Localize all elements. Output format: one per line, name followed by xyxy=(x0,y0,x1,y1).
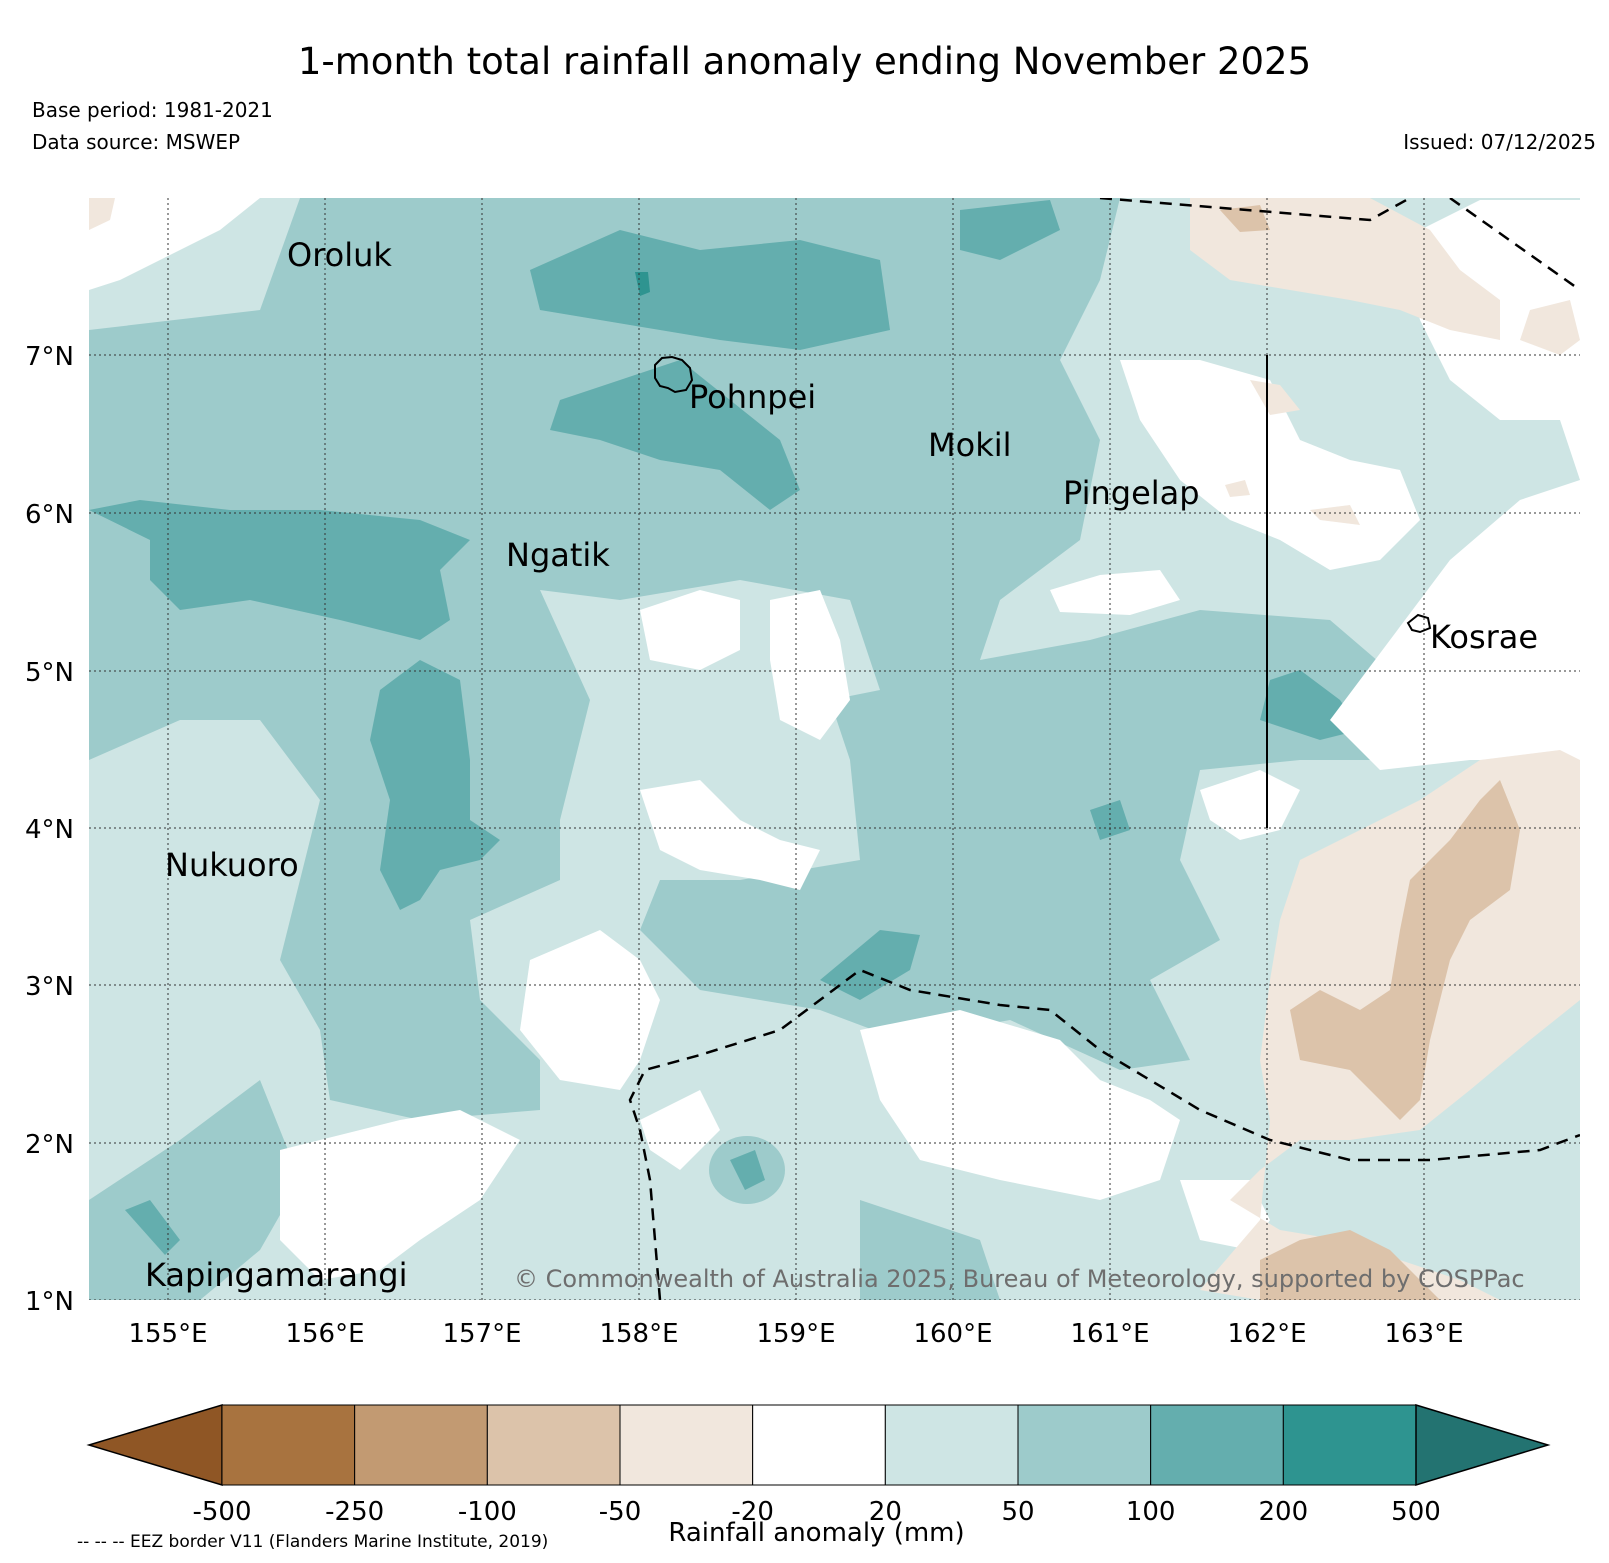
anomaly-region-100-200 xyxy=(960,200,1060,260)
colorbar-tick-label: 50 xyxy=(1001,1497,1034,1527)
lat-label: 7°N xyxy=(25,342,74,372)
lon-label: 162°E xyxy=(1227,1319,1306,1349)
data-source: Data source: MSWEP xyxy=(32,130,241,154)
anomaly-region-near-normal xyxy=(1330,200,1580,770)
anomaly-region-50-100 xyxy=(89,1080,300,1300)
colorbar-cell xyxy=(619,1404,754,1486)
kosrae-island-outline xyxy=(1406,613,1432,634)
lon-label: 161°E xyxy=(1070,1319,1149,1349)
anomaly-region-near-normal xyxy=(640,1090,720,1170)
colorbar-cell xyxy=(884,1404,1019,1486)
anomaly-region-near-normal xyxy=(640,780,820,890)
colorbar-tick-label: -50 xyxy=(599,1497,641,1527)
colorbar-ticks: -500 -250 -100 -50 -20 20 50 100 200 500 xyxy=(192,1497,1440,1527)
place-label-pingelap: Pingelap xyxy=(1063,474,1200,512)
place-label-oroluk: Oroluk xyxy=(287,236,392,274)
lon-label: 160°E xyxy=(913,1319,992,1349)
anomaly-region-50-100 xyxy=(860,1200,1000,1300)
eez-border xyxy=(628,198,1580,1300)
anomaly-region-near-normal xyxy=(640,590,740,670)
anomaly-region-100-200 xyxy=(820,930,920,1000)
colorbar-tick-label: 200 xyxy=(1259,1497,1309,1527)
anomaly-region-minus50-minus100 xyxy=(1260,1230,1440,1300)
lat-label: 5°N xyxy=(25,658,74,688)
colorbar-cell xyxy=(354,1404,488,1486)
anomaly-region-100-200 xyxy=(550,360,800,510)
colorbar-extend-high xyxy=(1415,1403,1551,1487)
lon-label: 157°E xyxy=(442,1319,521,1349)
place-label-kapingamarangi: Kapingamarangi xyxy=(145,1256,407,1294)
place-label-mokil: Mokil xyxy=(928,426,1012,464)
colorbar-tick-label: 100 xyxy=(1126,1497,1176,1527)
map-title: 1-month total rainfall anomaly ending No… xyxy=(297,40,1312,83)
anomaly-region-minus20-minus50 xyxy=(1310,505,1360,525)
lat-label: 1°N xyxy=(25,1287,74,1317)
lon-label: 159°E xyxy=(756,1319,835,1349)
anomaly-region-minus20-minus50 xyxy=(89,198,115,230)
latitude-labels: 7°N 6°N 5°N 4°N 3°N 2°N 1°N xyxy=(25,342,74,1317)
anomaly-region-near-normal xyxy=(280,1110,520,1280)
colorbar-extend-low xyxy=(86,1403,223,1487)
colorbar-cell xyxy=(752,1404,886,1486)
colorbar-tick-label: -250 xyxy=(325,1497,384,1527)
colorbar-cell xyxy=(1017,1404,1152,1486)
anomaly-region-100-200 xyxy=(370,660,500,910)
colorbar-tick-label: 500 xyxy=(1391,1497,1441,1527)
lat-label: 4°N xyxy=(25,815,74,845)
anomaly-region-minus20-minus50 xyxy=(1250,380,1300,415)
colorbar-tick-label: -100 xyxy=(458,1497,517,1527)
place-label-nukuoro: Nukuoro xyxy=(165,846,299,884)
lon-label: 156°E xyxy=(285,1319,364,1349)
lon-label: 158°E xyxy=(599,1319,678,1349)
colorbar-cell xyxy=(486,1404,621,1486)
pohnpei-island-outline xyxy=(654,355,694,394)
colorbar-tick-label: -20 xyxy=(731,1497,773,1527)
anomaly-region-near-normal xyxy=(1050,570,1180,615)
copyright-notice: © Commonwealth of Australia 2025, Bureau… xyxy=(514,1265,1525,1293)
place-labels: Oroluk Pohnpei Mokil Pingelap Ngatik Kos… xyxy=(145,236,1538,1294)
colorbar-tick-label: 20 xyxy=(869,1497,902,1527)
lat-label: 2°N xyxy=(25,1130,74,1160)
place-label-ngatik: Ngatik xyxy=(506,536,610,574)
anomaly-region-near-normal xyxy=(1200,770,1300,840)
lon-label: 155°E xyxy=(128,1319,207,1349)
colorbar-cells xyxy=(86,1403,1551,1487)
place-label-kosrae: Kosrae xyxy=(1430,618,1538,656)
base-period: Base period: 1981-2021 xyxy=(32,98,273,122)
anomaly-region-minus20-minus50 xyxy=(1225,480,1250,497)
anomaly-region-100-200 xyxy=(730,1150,765,1190)
issued-date: Issued: 07/12/2025 xyxy=(1403,130,1596,154)
colorbar-cell xyxy=(1282,1404,1417,1486)
colorbar-cell xyxy=(1150,1404,1284,1486)
anomaly-region-near-normal xyxy=(860,1010,1180,1200)
anomaly-region-minus20-minus50 xyxy=(1520,300,1580,355)
anomaly-region-minus50-minus100 xyxy=(1220,205,1270,232)
anomaly-region-100-200 xyxy=(125,1200,180,1255)
anomaly-region-100-200 xyxy=(89,500,470,640)
lon-label: 163°E xyxy=(1384,1319,1463,1349)
anomaly-region-near-normal xyxy=(89,198,260,290)
anomaly-region-100-200 xyxy=(530,230,890,350)
anomaly-region-near-normal xyxy=(520,930,660,1090)
lat-label: 3°N xyxy=(25,972,74,1002)
anomaly-region-minus50-minus100 xyxy=(1290,780,1520,1120)
lat-label: 6°N xyxy=(25,500,74,530)
anomaly-field xyxy=(89,198,1580,1300)
eez-border-note: -- -- -- EEZ border V11 (Flanders Marine… xyxy=(77,1532,549,1552)
colorbar-cell xyxy=(221,1404,356,1486)
longitude-labels: 155°E 156°E 157°E 158°E 159°E 160°E 161°… xyxy=(128,1319,1463,1349)
colorbar-tick-label: -500 xyxy=(192,1497,251,1527)
anomaly-region-near-normal xyxy=(770,590,850,740)
place-label-pohnpei: Pohnpei xyxy=(689,378,816,416)
colorbar-label: Rainfall anomaly (mm) xyxy=(668,1518,965,1548)
